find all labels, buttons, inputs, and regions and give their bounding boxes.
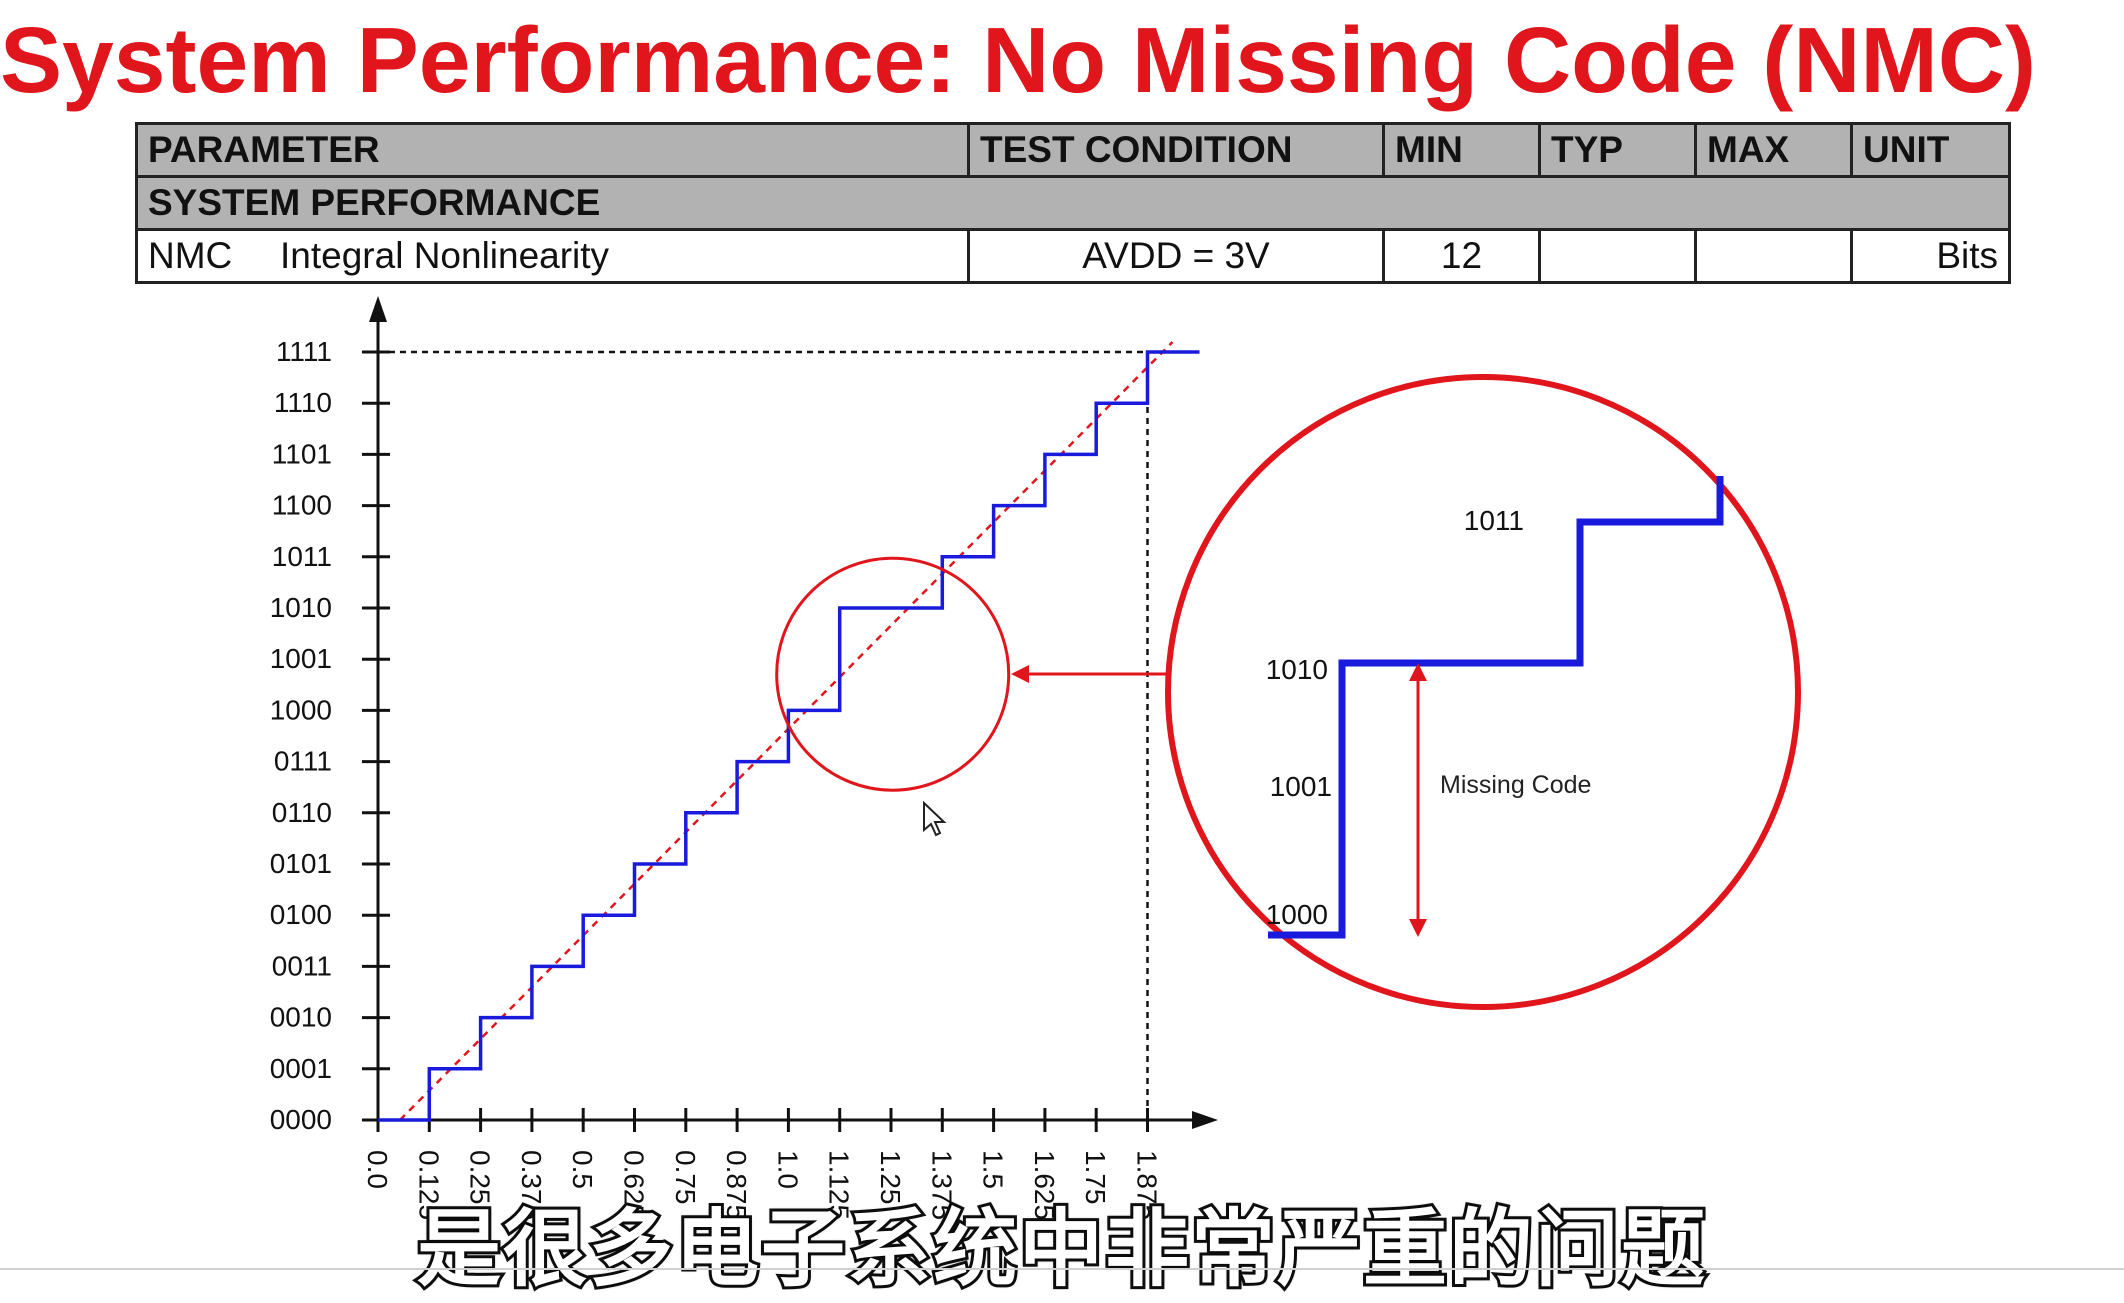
zoom-label-mid: 1010 bbox=[1266, 654, 1328, 685]
zoom-label-lower: 1000 bbox=[1266, 899, 1328, 930]
small-highlight-circle bbox=[775, 556, 1011, 792]
bottom-divider bbox=[0, 1268, 2124, 1270]
missing-code-annotation: Missing Code bbox=[1440, 771, 1591, 799]
x-tick-label: 1.125 bbox=[824, 1150, 855, 1220]
y-tick-label: 1101 bbox=[272, 438, 332, 469]
header-min: MIN bbox=[1382, 122, 1541, 178]
zoom-detail: 1011 1010 1001 1000 Missing Code bbox=[775, 374, 1801, 1010]
x-tick-label: 1.5 bbox=[978, 1150, 1009, 1189]
x-tick-label: 1.0 bbox=[772, 1150, 803, 1189]
cell-unit: Bits bbox=[1850, 228, 2011, 284]
table-section-row: SYSTEM PERFORMANCE bbox=[135, 175, 2011, 231]
cell-parameter: NMC Integral Nonlinearity bbox=[135, 228, 970, 284]
y-tick-label: 1001 bbox=[270, 643, 332, 674]
header-parameter: PARAMETER bbox=[135, 122, 970, 178]
y-tick-label: 1010 bbox=[270, 592, 332, 623]
y-tick-label: 1110 bbox=[274, 387, 332, 418]
y-axis-ticks: 0000 0001 0010 0011 0100 0101 0110 0111 1000 1001… bbox=[270, 336, 390, 1135]
section-label: SYSTEM PERFORMANCE bbox=[135, 175, 2011, 231]
staircase-line bbox=[378, 350, 1200, 1122]
cell-symbol: NMC bbox=[148, 235, 233, 276]
x-tick-label: 0.5 bbox=[567, 1150, 598, 1189]
table-row: NMC Integral Nonlinearity AVDD = 3V 12 Bi… bbox=[135, 228, 2011, 284]
cell-parameter-name: Integral Nonlinearity bbox=[280, 235, 610, 276]
x-axis-ticks: 0.0 0.125 0.25 0.375 0.5 0.625 0.75 0.875 1.0 1.1… bbox=[362, 1108, 1163, 1220]
adc-transfer-staircase bbox=[378, 350, 1200, 1122]
x-tick-label: 0.0 bbox=[362, 1150, 393, 1189]
header-typ: TYP bbox=[1538, 122, 1697, 178]
y-tick-label: 0011 bbox=[272, 950, 332, 981]
y-tick-label: 0111 bbox=[274, 746, 332, 777]
y-tick-label: 0001 bbox=[270, 1053, 332, 1084]
spec-table: PARAMETER TEST CONDITION MIN TYP MAX UNI… bbox=[135, 122, 2011, 284]
y-tick-label: 0010 bbox=[270, 1002, 332, 1033]
chart-axes bbox=[369, 296, 1218, 1129]
x-tick-label: 0.75 bbox=[670, 1150, 701, 1205]
x-tick-label: 0.125 bbox=[413, 1150, 444, 1220]
x-tick-label: 0.875 bbox=[721, 1150, 752, 1220]
y-tick-label: 1000 bbox=[270, 694, 332, 725]
y-tick-label: 0100 bbox=[270, 899, 332, 930]
ideal-line bbox=[399, 341, 1174, 1121]
zoom-label-upper: 1011 bbox=[1464, 505, 1524, 536]
y-tick-label: 0000 bbox=[270, 1104, 332, 1135]
header-test-condition: TEST CONDITION bbox=[967, 122, 1385, 178]
header-unit: UNIT bbox=[1850, 122, 2011, 178]
x-tick-label: 1.25 bbox=[875, 1150, 906, 1205]
table-header-row: PARAMETER TEST CONDITION MIN TYP MAX UNI… bbox=[135, 122, 2011, 178]
ideal-transfer-line bbox=[378, 341, 1174, 1121]
cell-min: 12 bbox=[1382, 228, 1541, 284]
video-subtitle: 是很多电子系统中非常严重的问题 bbox=[414, 1197, 1708, 1301]
header-max: MAX bbox=[1694, 122, 1853, 178]
x-tick-label: 1.625 bbox=[1029, 1150, 1060, 1220]
y-tick-label: 1100 bbox=[272, 490, 332, 521]
cell-typ bbox=[1538, 228, 1697, 284]
x-tick-label: 0.25 bbox=[465, 1150, 496, 1205]
zoom-staircase-line bbox=[1268, 476, 1724, 939]
mouse-cursor-icon bbox=[923, 800, 947, 837]
cell-max bbox=[1694, 228, 1853, 284]
y-tick-label: 0101 bbox=[270, 848, 332, 879]
x-axis-arrow-icon bbox=[1192, 1111, 1218, 1129]
x-tick-label: 1.875 bbox=[1132, 1150, 1163, 1220]
page-title: System Performance: No Missing Code (NMC… bbox=[0, 8, 2037, 112]
x-tick-label: 0.375 bbox=[516, 1150, 547, 1220]
zoom-label-missing: 1001 bbox=[1270, 771, 1332, 802]
x-tick-label: 0.625 bbox=[619, 1150, 650, 1220]
cell-condition: AVDD = 3V bbox=[967, 228, 1385, 284]
y-axis-arrow-icon bbox=[369, 296, 387, 322]
zoom-circle bbox=[1165, 374, 1801, 1010]
x-tick-label: 1.375 bbox=[926, 1150, 957, 1220]
y-tick-label: 1011 bbox=[272, 541, 332, 572]
y-tick-label: 1111 bbox=[276, 336, 332, 367]
x-tick-label: 1.75 bbox=[1080, 1150, 1111, 1205]
y-tick-label: 0110 bbox=[272, 797, 332, 828]
